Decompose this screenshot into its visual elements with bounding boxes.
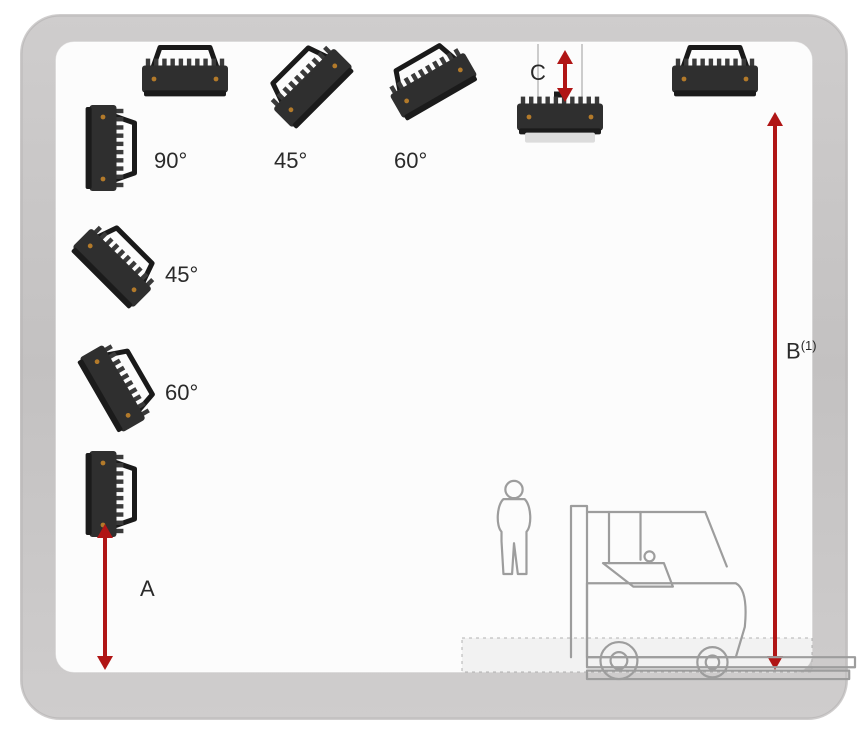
label-B: B(1) (786, 338, 817, 364)
label-B-sup: (1) (801, 338, 817, 353)
label-45b: 45° (165, 262, 198, 288)
label-B-text: B (786, 338, 801, 363)
label-90: 90° (154, 148, 187, 174)
label-45a: 45° (274, 148, 307, 174)
label-60b: 60° (165, 380, 198, 406)
diagram-container: 90° 45° 60° 45° 60° A B(1) C (0, 0, 867, 731)
label-60a: 60° (394, 148, 427, 174)
label-C: C (530, 60, 546, 86)
diagram-svg (0, 0, 867, 731)
label-A: A (140, 576, 155, 602)
frame-inner (56, 42, 812, 672)
